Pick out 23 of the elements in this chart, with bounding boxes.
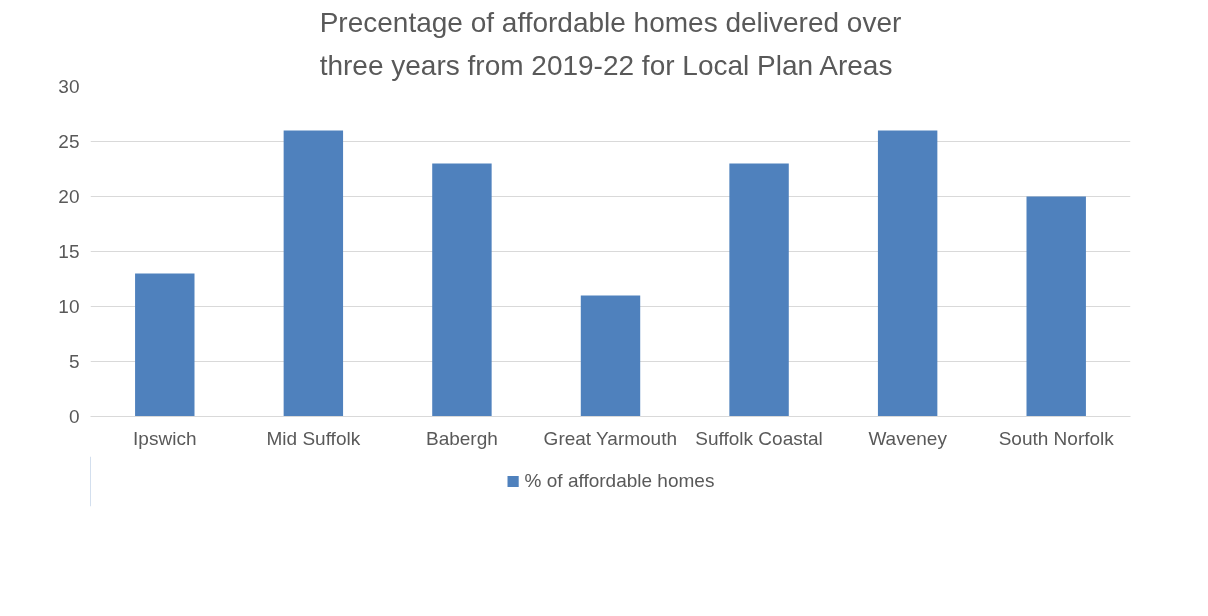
- y-tick-label: 15: [58, 241, 80, 262]
- bar: [877, 130, 938, 417]
- x-tick-label: Great Yarmouth: [543, 427, 678, 449]
- bar: [729, 163, 789, 417]
- x-tick-label: Mid Suffolk: [266, 427, 361, 449]
- x-tick-label: Babergh: [426, 427, 498, 449]
- y-tick-label: 25: [58, 131, 80, 152]
- bar: [432, 163, 492, 417]
- bar: [580, 295, 641, 417]
- x-tick-label: Suffolk Coastal: [695, 427, 823, 449]
- y-tick-label: 20: [58, 186, 80, 207]
- y-tick-label: 30: [58, 76, 80, 97]
- bar: [1026, 196, 1086, 417]
- x-tick-label: South Norfolk: [998, 427, 1115, 449]
- legend-label: % of affordable homes: [524, 470, 715, 492]
- y-tick-label: 5: [68, 351, 80, 372]
- chart-title: Precentage of affordable homes delivered over three years from 2019-22 for Local Plan Areas: [319, 7, 902, 82]
- y-tick-label: 0: [68, 406, 80, 427]
- bar: [135, 273, 195, 417]
- bar: [283, 130, 344, 417]
- x-tick-label: Waveney: [868, 427, 948, 449]
- x-tick-label: Ipswich: [133, 427, 197, 449]
- y-tick-label: 10: [58, 296, 80, 317]
